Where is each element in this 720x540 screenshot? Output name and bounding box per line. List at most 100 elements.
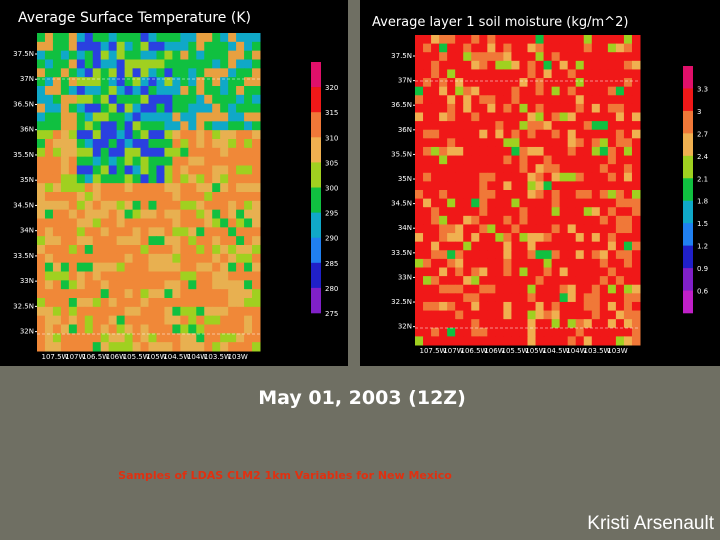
map-cell xyxy=(180,41,189,52)
map-cell xyxy=(108,298,118,308)
map-cell xyxy=(204,174,213,184)
map-cell xyxy=(471,86,480,96)
map-cell xyxy=(567,95,577,105)
map-cell xyxy=(519,52,528,62)
map-cell xyxy=(423,310,432,320)
map-cell xyxy=(252,68,261,78)
map-cell xyxy=(236,306,245,317)
map-cell xyxy=(37,227,46,237)
map-cell xyxy=(423,267,432,277)
map-cell xyxy=(623,241,633,251)
map-cell xyxy=(108,139,118,149)
map-cell xyxy=(140,147,149,158)
map-cell xyxy=(172,333,181,343)
map-cell xyxy=(76,253,86,264)
map-cell xyxy=(116,112,126,122)
map-cell xyxy=(543,224,553,234)
map-cell xyxy=(583,310,593,320)
map-cell xyxy=(100,174,110,184)
map-cell xyxy=(543,276,553,286)
map-cell xyxy=(583,43,593,53)
map-cell xyxy=(455,276,464,286)
map-cell xyxy=(575,267,585,277)
map-cell xyxy=(220,262,229,272)
map-cell xyxy=(156,165,165,175)
map-cell xyxy=(116,121,126,131)
map-cell xyxy=(100,209,110,219)
map-cell xyxy=(519,112,528,122)
map-cell xyxy=(599,164,609,174)
map-cell xyxy=(551,146,561,157)
map-cell xyxy=(415,293,424,303)
map-cell xyxy=(60,306,70,317)
map-cell xyxy=(615,293,625,303)
map-cell xyxy=(156,236,165,246)
map-cell xyxy=(535,43,545,53)
map-cell xyxy=(212,298,221,308)
map-cell xyxy=(615,319,625,329)
map-cell xyxy=(599,198,609,208)
map-cell xyxy=(519,258,528,268)
map-cell xyxy=(599,224,609,234)
colorbar-label: 2.7 xyxy=(697,130,708,138)
map-cell xyxy=(447,172,456,182)
map-cell xyxy=(252,33,261,43)
map-cell xyxy=(463,327,472,337)
map-cell xyxy=(599,258,609,268)
map-cell xyxy=(447,301,456,312)
map-cell xyxy=(591,276,601,286)
map-cell xyxy=(503,138,512,148)
map-cell xyxy=(108,94,118,105)
map-cell xyxy=(535,155,545,165)
map-cell xyxy=(148,68,157,78)
map-cell xyxy=(252,245,261,255)
map-cell xyxy=(172,298,181,308)
map-cell xyxy=(244,289,253,299)
map-cell xyxy=(439,69,448,79)
map-cell xyxy=(479,276,488,286)
map-cell xyxy=(84,218,94,228)
map-cell xyxy=(180,236,189,246)
map-cell xyxy=(575,181,585,191)
map-cell xyxy=(623,43,633,53)
map-cell xyxy=(196,41,205,52)
map-cell xyxy=(164,165,173,175)
map-cell xyxy=(487,198,496,208)
map-cell xyxy=(591,233,601,243)
map-cell xyxy=(180,315,189,325)
map-cell xyxy=(455,129,464,139)
map-cell xyxy=(495,103,504,113)
map-cell xyxy=(583,267,593,277)
map-cell xyxy=(156,192,165,202)
colorbar-segment xyxy=(311,62,321,88)
map-cell xyxy=(567,207,577,217)
map-cell xyxy=(431,310,440,320)
map-cell xyxy=(68,253,78,264)
map-cell xyxy=(559,284,569,294)
map-cell xyxy=(60,50,70,60)
map-cell xyxy=(236,315,245,325)
map-cell xyxy=(559,155,569,165)
map-cell xyxy=(212,174,221,184)
map-cell xyxy=(76,50,86,60)
map-cell xyxy=(92,192,102,202)
map-cell xyxy=(204,298,213,308)
map-cell xyxy=(575,52,585,62)
map-cell xyxy=(92,342,102,352)
colorbar-segment xyxy=(311,87,321,113)
map-cell xyxy=(463,258,472,268)
map-cell xyxy=(559,112,569,122)
map-cell xyxy=(567,250,577,260)
map-cell xyxy=(60,41,70,52)
map-cell xyxy=(551,52,561,62)
map-cell xyxy=(423,181,432,191)
map-cell xyxy=(519,103,528,113)
map-cell xyxy=(140,41,149,52)
map-cell xyxy=(591,284,601,294)
map-cell xyxy=(52,200,62,211)
map-cell xyxy=(116,33,126,43)
map-cell xyxy=(503,190,512,200)
map-cell xyxy=(479,181,488,191)
map-cell xyxy=(100,94,110,105)
map-cell xyxy=(479,310,488,320)
